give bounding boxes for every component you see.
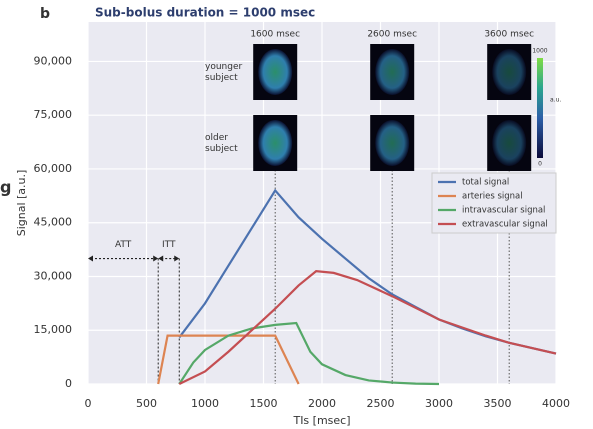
- x-tick-label: 2000: [308, 397, 336, 410]
- y-axis-label: Signal [a.u.]: [15, 170, 28, 237]
- x-tick-label: 2500: [367, 397, 395, 410]
- x-axis-label: TIs [msec]: [292, 414, 350, 427]
- x-tick-label: 500: [136, 397, 157, 410]
- marker-label: 2600 msec: [367, 30, 417, 40]
- y-tick-label: 30,000: [34, 269, 73, 282]
- y-tick-label: 90,000: [34, 54, 73, 67]
- legend-label: extravascular signal: [462, 220, 548, 230]
- colorbar: [537, 58, 543, 158]
- brain-slice: [375, 49, 409, 95]
- legend-label: arteries signal: [462, 192, 523, 202]
- x-tick-label: 3500: [484, 397, 512, 410]
- colorbar-max: 1000: [532, 48, 547, 55]
- interval-label: ITT: [162, 240, 176, 250]
- legend-label: total signal: [462, 178, 509, 188]
- x-tick-label: 1000: [191, 397, 219, 410]
- interval-label: ATT: [115, 240, 132, 250]
- brain-slice: [492, 120, 526, 166]
- legend-label: intravascular signal: [462, 206, 545, 216]
- y-tick-label: 15,000: [34, 323, 73, 336]
- brain-slice: [258, 120, 292, 166]
- panel-label: b: [40, 6, 50, 22]
- brain-slice: [492, 49, 526, 95]
- brain-slice: [375, 120, 409, 166]
- crop-fragment: g: [0, 178, 11, 197]
- x-tick-label: 3000: [425, 397, 453, 410]
- y-tick-label: 60,000: [34, 162, 73, 175]
- x-tick-label: 1500: [250, 397, 278, 410]
- chart-title: Sub-bolus duration = 1000 msec: [95, 6, 315, 20]
- x-tick-label: 4000: [542, 397, 570, 410]
- marker-label: 3600 msec: [484, 30, 534, 40]
- colorbar-min: 0: [538, 161, 542, 168]
- marker-label: 1600 msec: [250, 30, 300, 40]
- colorbar-unit: a.u.: [550, 97, 561, 104]
- x-tick-label: 0: [85, 397, 92, 410]
- y-tick-label: 45,000: [34, 216, 73, 229]
- y-tick-label: 75,000: [34, 108, 73, 121]
- brain-slice: [258, 49, 292, 95]
- chart: g b Sub-bolus duration = 1000 msec TIs […: [0, 0, 593, 429]
- y-tick-label: 0: [65, 377, 72, 390]
